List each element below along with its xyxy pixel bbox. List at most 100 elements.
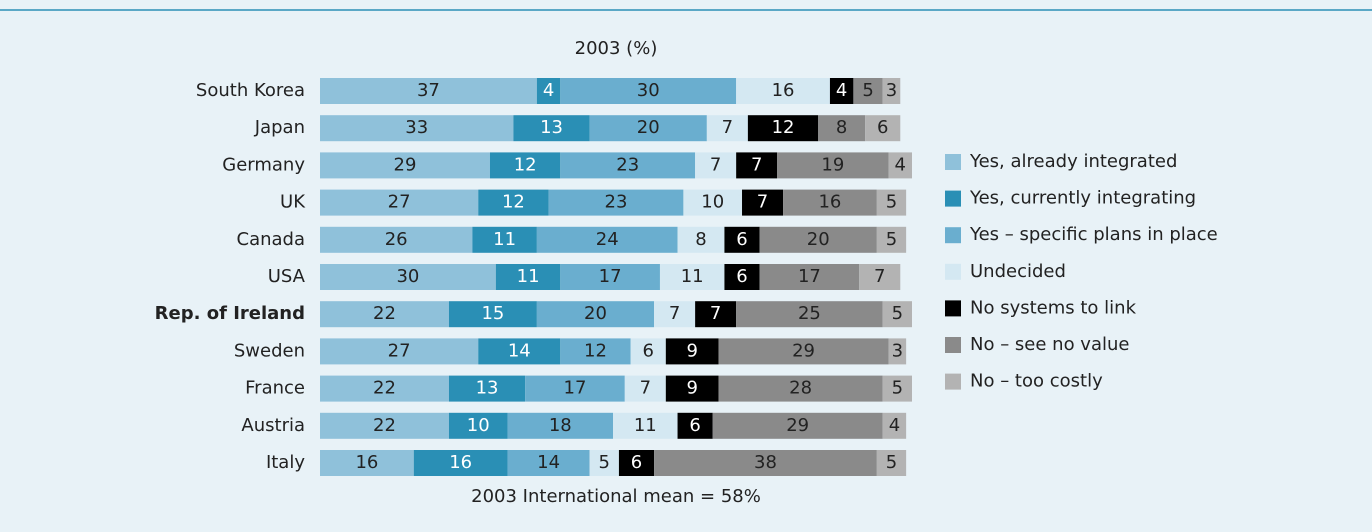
- bar-segment: [876, 226, 907, 253]
- bar-segment: [320, 301, 449, 328]
- bar-segment: [320, 375, 449, 402]
- bar-segment: [536, 78, 561, 104]
- bar-segment: [536, 301, 655, 328]
- bar-segment: [818, 115, 866, 142]
- value-label: 22: [373, 378, 396, 399]
- value-label: 15: [481, 303, 504, 324]
- value-label: 28: [789, 378, 812, 399]
- category-label: Japan: [254, 117, 305, 138]
- bar-segment: [859, 264, 901, 290]
- bar-segment: [882, 375, 912, 402]
- legend-swatch: [945, 190, 961, 207]
- value-label: 6: [689, 415, 700, 436]
- value-label: 25: [798, 303, 821, 324]
- bar-segment: [589, 450, 619, 476]
- bar-segment: [589, 115, 707, 142]
- value-label: 4: [836, 80, 847, 101]
- bar-segment: [320, 152, 490, 179]
- value-label: 5: [892, 303, 903, 324]
- value-label: 20: [584, 303, 607, 324]
- bar-segment: [882, 78, 901, 104]
- bar-segment: [548, 189, 684, 216]
- value-label: 7: [874, 266, 885, 287]
- bar-segment: [876, 450, 907, 476]
- value-label: 8: [836, 117, 847, 138]
- bar-segment: [724, 264, 760, 290]
- legend-swatch: [945, 337, 961, 353]
- value-label: 11: [634, 415, 657, 436]
- bar-segment: [507, 450, 590, 476]
- value-label: 20: [637, 117, 660, 138]
- value-label: 4: [895, 154, 906, 175]
- value-label: 7: [710, 154, 721, 175]
- bar-segment: [759, 226, 877, 253]
- category-label: Germany: [222, 154, 305, 175]
- value-label: 5: [599, 452, 610, 473]
- value-label: 27: [388, 192, 411, 213]
- bar-segment: [630, 338, 666, 365]
- value-label: 33: [405, 117, 428, 138]
- value-label: 12: [584, 340, 607, 361]
- bar-segment: [320, 412, 449, 439]
- bar-segment: [560, 152, 696, 179]
- value-label: 13: [540, 117, 563, 138]
- legend-label: Yes, already integrated: [969, 151, 1177, 172]
- bar-segment: [882, 412, 907, 439]
- legend-label: Yes, currently integrating: [969, 188, 1196, 209]
- value-label: 7: [751, 154, 762, 175]
- value-label: 19: [821, 154, 844, 175]
- bar-segment: [448, 301, 537, 328]
- value-label: 5: [886, 229, 897, 250]
- value-label: 37: [417, 80, 440, 101]
- value-label: 24: [596, 229, 619, 250]
- legend-swatch: [945, 227, 961, 244]
- legend-label: Undecided: [970, 261, 1066, 282]
- category-label: Canada: [237, 229, 306, 250]
- value-label: 23: [605, 192, 628, 213]
- value-label: 4: [889, 415, 900, 436]
- value-label: 18: [549, 415, 572, 436]
- bar-segment: [613, 412, 678, 439]
- bar-segment: [320, 189, 479, 216]
- bar-segment: [525, 375, 625, 402]
- value-label: 7: [640, 378, 651, 399]
- value-label: 12: [772, 117, 795, 138]
- bar-segment: [829, 78, 854, 104]
- bar-segment: [478, 189, 549, 216]
- value-label: 22: [373, 303, 396, 324]
- bar-segment: [448, 412, 508, 439]
- legend-label: No – too costly: [970, 371, 1103, 392]
- value-label: 16: [818, 192, 841, 213]
- bar-segment: [560, 78, 737, 104]
- value-label: 11: [517, 266, 540, 287]
- value-label: 7: [710, 303, 721, 324]
- bar-segment: [724, 226, 760, 253]
- value-label: 9: [686, 378, 697, 399]
- bar-segment: [320, 226, 473, 253]
- bar-segment: [320, 338, 479, 365]
- bar-segment: [783, 189, 877, 216]
- bar-segment: [618, 450, 655, 476]
- bar-segment: [736, 301, 883, 328]
- bar-segment: [413, 450, 508, 476]
- bar-segment: [624, 375, 666, 402]
- value-label: 38: [754, 452, 777, 473]
- bar-segment: [888, 338, 907, 365]
- bar-segment: [320, 78, 537, 104]
- value-label: 29: [394, 154, 417, 175]
- value-label: 6: [877, 117, 888, 138]
- value-label: 16: [355, 452, 378, 473]
- value-label: 22: [373, 415, 396, 436]
- bar-segment: [320, 450, 414, 476]
- bar-segment: [659, 264, 725, 290]
- value-label: 7: [669, 303, 680, 324]
- value-label: 3: [892, 340, 903, 361]
- category-label: Italy: [266, 452, 305, 473]
- category-label: Sweden: [234, 340, 305, 361]
- value-label: 6: [631, 452, 642, 473]
- bar-segment: [495, 264, 561, 290]
- value-label: 6: [736, 266, 747, 287]
- bar-segment: [706, 115, 748, 142]
- bar-segment: [536, 226, 678, 253]
